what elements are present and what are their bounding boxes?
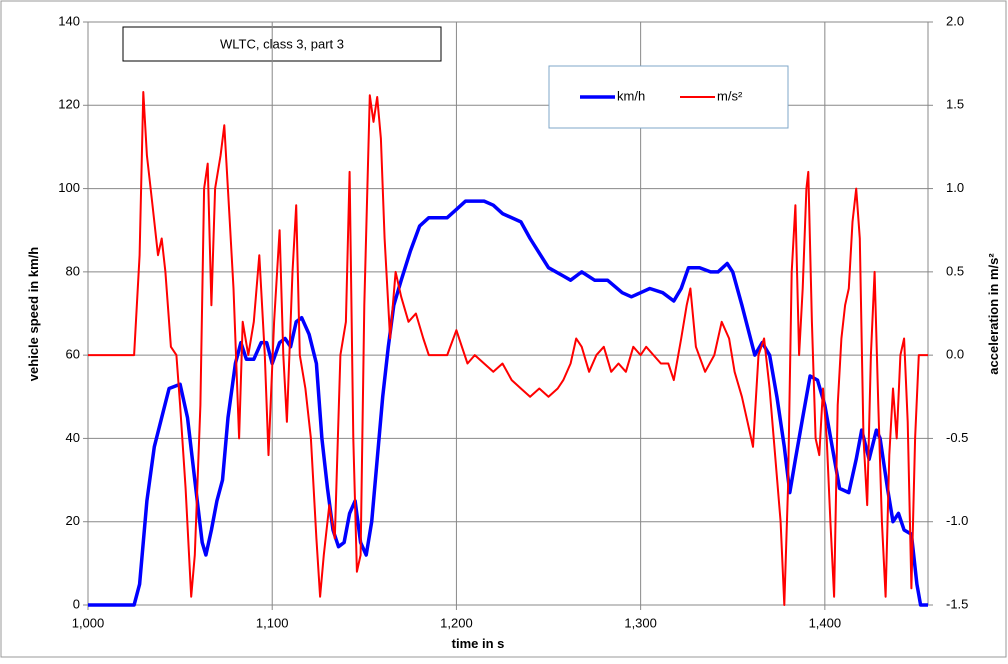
y2-tick-label: 0.5 [946, 263, 964, 278]
y2-tick-label: -0.5 [946, 430, 968, 445]
y-tick-label: 0 [73, 596, 80, 611]
x-tick-label: 1,200 [440, 615, 473, 630]
y-tick-label: 80 [66, 263, 80, 278]
series-line [88, 91, 928, 606]
y2-axis-title: acceleration in m/s² [986, 253, 1001, 375]
legend-label: m/s² [717, 88, 743, 103]
y2-tick-label: 1.0 [946, 180, 964, 195]
y-tick-label: 60 [66, 347, 80, 362]
x-tick-label: 1,300 [624, 615, 657, 630]
y2-tick-label: 0.0 [946, 347, 964, 362]
y-tick-label: 100 [58, 180, 80, 195]
series-line [88, 199, 928, 607]
y-tick-label: 120 [58, 97, 80, 112]
x-axis-title: time in s [452, 636, 505, 651]
y2-tick-label: 2.0 [946, 13, 964, 28]
y-tick-label: 40 [66, 430, 80, 445]
x-tick-label: 1,100 [256, 615, 289, 630]
legend-label: km/h [617, 88, 645, 103]
title-box [122, 26, 442, 62]
y-tick-label: 20 [66, 513, 80, 528]
y-axis-title: vehicle speed in km/h [26, 247, 41, 381]
x-tick-label: 1,400 [809, 615, 842, 630]
y2-tick-label: -1.5 [946, 596, 968, 611]
plot-frame [87, 21, 929, 606]
chart-title: WLTC, class 3, part 3 [220, 36, 344, 51]
y-tick-label: 140 [58, 13, 80, 28]
y2-tick-label: -1.0 [946, 513, 968, 528]
y2-tick-label: 1.5 [946, 97, 964, 112]
x-tick-label: 1,000 [72, 615, 105, 630]
